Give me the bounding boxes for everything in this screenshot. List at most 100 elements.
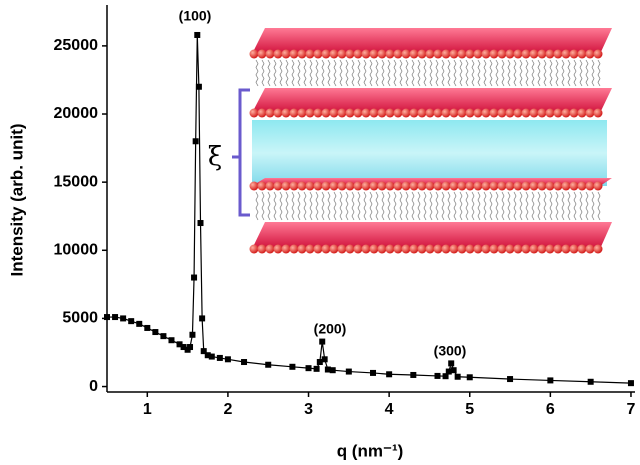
y-tick-label: 25000 bbox=[54, 37, 99, 54]
headgroup bbox=[409, 244, 419, 254]
lipid-tail bbox=[255, 191, 259, 221]
headgroup bbox=[561, 244, 571, 254]
lipid-tail bbox=[525, 191, 529, 221]
lipid-tail bbox=[507, 59, 511, 87]
lipid-tail bbox=[339, 59, 343, 87]
lipid-tail bbox=[333, 59, 337, 87]
headgroup bbox=[401, 181, 411, 191]
headgroup bbox=[569, 108, 579, 118]
headgroup bbox=[545, 108, 555, 118]
lipid-tail bbox=[519, 191, 523, 221]
membrane-slab bbox=[252, 28, 612, 54]
headgroup bbox=[481, 108, 491, 118]
headgroup bbox=[313, 181, 323, 191]
headgroup bbox=[425, 49, 435, 59]
headgroup bbox=[337, 49, 347, 59]
lipid-tail bbox=[567, 59, 571, 87]
lipid-tail bbox=[273, 59, 277, 87]
headgroup bbox=[593, 108, 603, 118]
headgroup bbox=[401, 108, 411, 118]
headgroup bbox=[497, 181, 507, 191]
data-marker bbox=[168, 337, 175, 344]
lipid-tail bbox=[585, 191, 589, 221]
data-marker bbox=[410, 371, 417, 378]
headgroup bbox=[593, 49, 603, 59]
lipid-tail bbox=[297, 59, 301, 87]
headgroup bbox=[529, 244, 539, 254]
lipid-tail bbox=[357, 59, 361, 87]
headgroup bbox=[513, 108, 523, 118]
headgroup bbox=[545, 244, 555, 254]
lipid-tail bbox=[483, 191, 487, 221]
headgroup bbox=[369, 244, 379, 254]
headgroup bbox=[401, 244, 411, 254]
headgroup bbox=[265, 244, 275, 254]
lipid-tail bbox=[375, 59, 379, 87]
data-marker bbox=[224, 356, 231, 363]
lipid-tail bbox=[417, 191, 421, 221]
y-tick-label: 15000 bbox=[54, 173, 99, 190]
headgroup bbox=[481, 244, 491, 254]
headgroup bbox=[249, 244, 259, 254]
lipid-tail bbox=[543, 59, 547, 87]
headgroup bbox=[481, 181, 491, 191]
lipid-tail bbox=[441, 59, 445, 87]
data-marker bbox=[128, 318, 135, 325]
headgroup bbox=[377, 49, 387, 59]
lipid-tail bbox=[555, 191, 559, 221]
data-marker bbox=[208, 353, 215, 360]
lipid-tail bbox=[537, 59, 541, 87]
headgroup bbox=[305, 181, 315, 191]
headgroup bbox=[545, 49, 555, 59]
data-marker bbox=[324, 366, 331, 373]
lipid-tail bbox=[465, 191, 469, 221]
peak-label: (200) bbox=[314, 321, 347, 337]
headgroup bbox=[321, 108, 331, 118]
lipid-tail bbox=[471, 191, 475, 221]
data-marker bbox=[204, 352, 211, 359]
data-marker bbox=[104, 314, 110, 321]
headgroup bbox=[441, 181, 451, 191]
data-marker bbox=[507, 376, 514, 383]
lipid-tail bbox=[261, 59, 265, 87]
headgroup bbox=[513, 181, 523, 191]
headgroup bbox=[289, 108, 299, 118]
lipid-tail bbox=[363, 59, 367, 87]
lipid-tail bbox=[351, 59, 355, 87]
headgroup bbox=[553, 108, 563, 118]
headgroup bbox=[489, 181, 499, 191]
lipid-tail bbox=[345, 59, 349, 87]
lipid-tail bbox=[363, 191, 367, 221]
lipid-tail bbox=[501, 59, 505, 87]
lipid-tail bbox=[441, 191, 445, 221]
data-marker bbox=[547, 377, 554, 384]
headgroup bbox=[353, 181, 363, 191]
headgroup bbox=[313, 108, 323, 118]
bracket bbox=[232, 88, 250, 217]
data-marker bbox=[386, 371, 393, 378]
headgroup bbox=[577, 49, 587, 59]
lipid-tail bbox=[531, 59, 535, 87]
lipid-tail bbox=[423, 191, 427, 221]
lipid-tail bbox=[591, 191, 595, 221]
lipid-tail bbox=[435, 59, 439, 87]
x-tick-label: 5 bbox=[465, 401, 474, 418]
headgroup bbox=[513, 49, 523, 59]
peak-label: (100) bbox=[179, 8, 212, 24]
y-tick-label: 10000 bbox=[54, 242, 99, 259]
lipid-tail bbox=[291, 59, 295, 87]
headgroup bbox=[417, 108, 427, 118]
lipid-tail bbox=[489, 59, 493, 87]
headgroup bbox=[385, 181, 395, 191]
data-marker bbox=[316, 359, 323, 366]
y-tick-label: 20000 bbox=[54, 105, 99, 122]
headgroup bbox=[369, 49, 379, 59]
lipid-tail bbox=[597, 59, 601, 87]
data-marker bbox=[197, 220, 204, 227]
lipid-tail bbox=[321, 191, 325, 221]
headgroup bbox=[361, 181, 371, 191]
headgroup bbox=[457, 49, 467, 59]
headgroup bbox=[321, 49, 331, 59]
headgroup bbox=[377, 181, 387, 191]
